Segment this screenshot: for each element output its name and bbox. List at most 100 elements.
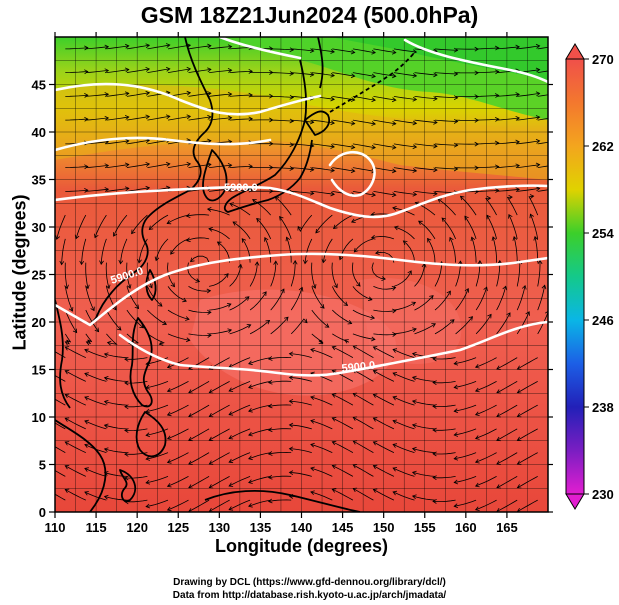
streamline-arrowhead (411, 301, 417, 307)
streamline-arrowhead (330, 167, 335, 173)
streamline-arrowhead (324, 323, 330, 328)
streamline (291, 119, 314, 123)
streamline-arrowhead (432, 427, 437, 433)
streamline-arrowhead (232, 221, 238, 226)
streamline-arrowhead (64, 341, 70, 346)
streamline-arrowhead (124, 404, 129, 410)
streamline (476, 95, 499, 97)
streamline-arrowhead (256, 217, 261, 223)
streamline-arrowhead (244, 296, 250, 301)
streamline (188, 333, 212, 336)
streamline (209, 452, 230, 465)
streamline (264, 237, 272, 263)
streamline-arrowhead (289, 118, 295, 124)
streamline-arrowhead (310, 442, 315, 448)
streamline-arrowhead (195, 278, 201, 283)
streamline-arrowhead (116, 326, 122, 331)
streamline-arrowhead (515, 44, 520, 50)
wind-streamlines (55, 43, 560, 512)
streamline-arrowhead (516, 484, 522, 489)
streamline (537, 165, 548, 168)
streamline-arrowhead (391, 168, 397, 174)
streamline-arrowhead (449, 236, 454, 242)
streamline (126, 187, 150, 192)
kuril-chain (329, 51, 416, 113)
streamline (167, 163, 191, 168)
streamline (311, 191, 335, 195)
streamline (126, 116, 150, 121)
streamline (393, 72, 417, 77)
streamline (104, 401, 127, 406)
streamline-arrowhead (429, 295, 434, 300)
streamline-arrowhead (124, 380, 129, 386)
streamline (146, 476, 169, 484)
streamline-arrowhead (515, 139, 520, 145)
streamline (167, 452, 189, 463)
credit-drawing: Drawing by DCL (https://www.gfd-dennou.o… (173, 577, 446, 588)
streamline (65, 189, 88, 192)
streamline-arrowhead (64, 370, 70, 375)
streamline (85, 165, 109, 168)
streamline (517, 164, 540, 168)
streamline (392, 396, 415, 406)
streamline-arrowhead (371, 144, 376, 150)
streamline (106, 333, 118, 345)
streamline-arrowhead (535, 115, 541, 120)
streamline-arrowhead (556, 68, 560, 72)
streamline (229, 165, 253, 168)
colorbar-label: 254 (592, 226, 614, 241)
streamline (167, 499, 189, 511)
streamline (229, 296, 250, 311)
streamline (65, 71, 88, 73)
streamline-arrowhead (224, 273, 229, 278)
streamline-arrowhead (474, 435, 480, 440)
streamline-arrowhead (208, 460, 214, 465)
streamline-arrowhead (188, 389, 193, 394)
streamline (412, 400, 436, 406)
streamline (65, 465, 86, 477)
streamline-arrowhead (446, 290, 451, 296)
streamline-arrowhead (84, 443, 89, 449)
streamline-arrowhead (288, 351, 294, 357)
streamline-arrowhead (137, 258, 142, 264)
colorbar-ticks: 270 262 254 246 238 230 (584, 52, 614, 502)
streamline (434, 290, 451, 311)
streamline (403, 240, 415, 263)
streamline-arrowhead (186, 66, 192, 72)
streamline-arrowhead (516, 436, 522, 441)
streamline-arrowhead (64, 284, 69, 290)
streamline (455, 288, 469, 311)
streamline (65, 166, 88, 168)
streamline (147, 68, 170, 73)
streamline (496, 286, 507, 311)
x-tick-label: 130 (208, 520, 230, 535)
streamline-arrowhead (297, 225, 302, 231)
streamline-arrowhead (267, 403, 273, 409)
streamline (291, 48, 314, 52)
colorbar-label: 262 (592, 139, 614, 154)
streamline-arrowhead (298, 286, 304, 292)
credits: Drawing by DCL (https://www.gfd-dennou.o… (0, 576, 619, 602)
streamline (434, 319, 455, 335)
streamline (311, 262, 316, 289)
streamline-arrowhead (226, 303, 232, 308)
streamline (496, 312, 511, 335)
streamline (454, 381, 477, 388)
x-tick-label: 165 (496, 520, 518, 535)
streamline-arrowhead (453, 118, 459, 124)
streamline-arrowhead (486, 195, 492, 201)
streamline-arrowhead (165, 66, 171, 72)
streamline (256, 218, 272, 240)
streamline-arrowhead (227, 115, 233, 121)
streamline-arrowhead (392, 419, 398, 425)
streamline (229, 70, 253, 73)
streamline (106, 69, 129, 73)
streamline (373, 191, 396, 196)
streamline-arrowhead (254, 261, 260, 266)
streamline (353, 440, 374, 453)
streamline (85, 262, 89, 289)
streamline (249, 261, 258, 287)
x-axis: 110 115 120 125 130 135 140 145 150 155 160 165 (45, 32, 518, 535)
colorbar-label: 270 (592, 52, 614, 67)
streamline-arrowhead (208, 436, 214, 441)
